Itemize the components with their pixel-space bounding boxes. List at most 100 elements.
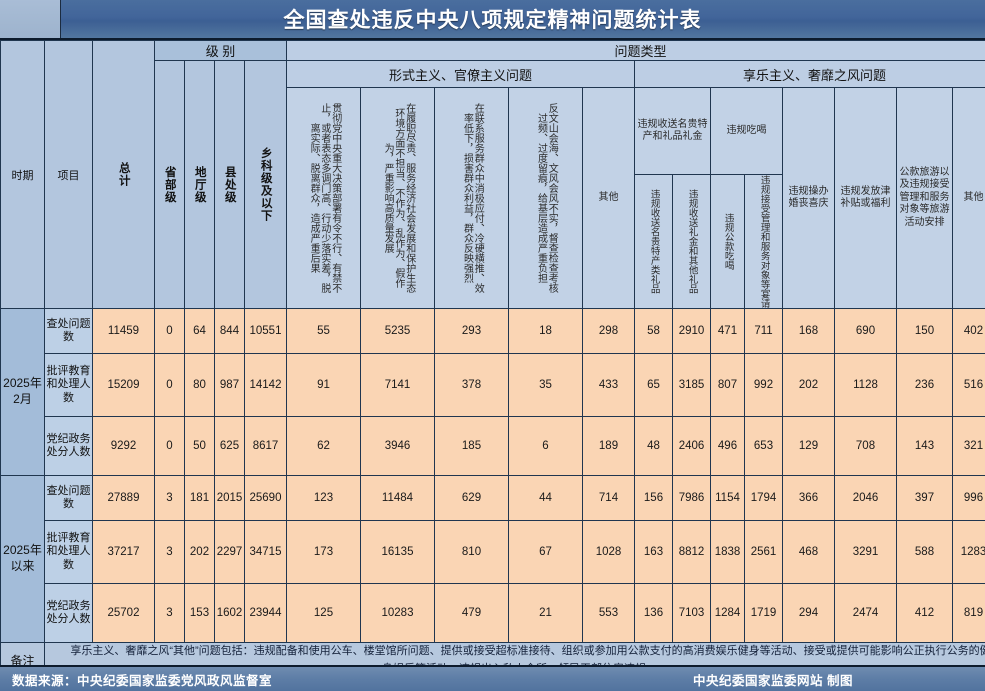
cell-hedonism-3: 1719: [744, 583, 783, 643]
row-item-label: 党纪政务处分人数: [44, 416, 93, 476]
cell-total: 37217: [92, 520, 155, 584]
cell-level-1: 202: [184, 520, 215, 584]
cell-level-3: 14142: [244, 353, 287, 417]
title-bar: 全国查处违反中央八项规定精神问题统计表: [0, 0, 985, 40]
header-level-diting: 地厅级: [184, 60, 215, 309]
cell-hedonism-5: 3291: [834, 520, 897, 584]
cell-level-0: 3: [154, 475, 185, 521]
header-hedonism-public-dining: 违规公款吃喝: [710, 174, 745, 309]
cell-hedonism-5: 2474: [834, 583, 897, 643]
cell-hedonism-7: 819: [952, 583, 985, 643]
cell-hedonism-3: 992: [744, 353, 783, 417]
header-row-leaf: 违规收送名贵特产类礼品 违规收送礼金和其他礼品 违规公款吃喝 违规接受管理和服务…: [1, 174, 985, 309]
cell-hedonism-5: 2046: [834, 475, 897, 521]
header-hedonism-public-dining-text: 违规公款吃喝: [722, 213, 734, 270]
cell-hedonism-6: 397: [896, 475, 953, 521]
header-row-top: 时期 项目 总计 级 别 问题类型: [0, 40, 985, 309]
cell-hedonism-5: 690: [834, 308, 897, 354]
row-item-label: 批评教育和处理人数: [44, 353, 93, 417]
cell-hedonism-7: 516: [952, 353, 985, 417]
cell-formalism-2: 810: [434, 520, 509, 584]
footer-bar: 数据来源：中央纪委国家监委党风政风监督室 中央纪委国家监委网站 制图: [0, 665, 985, 691]
cell-hedonism-6: 236: [896, 353, 953, 417]
header-hedonism-travel-text: 公款旅游以及违规接受管理和服务对象等旅游活动安排: [899, 166, 950, 228]
cell-formalism-3: 18: [508, 308, 583, 354]
table-row: 2025年以来 查处问题数 27889 3 181 2015 25690 123…: [0, 475, 985, 643]
header-hedonism-gift-specialty: 违规收送名贵特产类礼品: [634, 174, 673, 309]
cell-hedonism-7: 402: [952, 308, 985, 354]
cell-formalism-1: 3946: [360, 416, 435, 476]
chart-maker-text: 中央纪委国家监委网站 制图: [693, 673, 853, 688]
header-period: 时期: [0, 40, 45, 309]
row-item-label: 党纪政务处分人数: [44, 583, 93, 643]
note-text: 享乐主义、奢靡之风“其他”问题包括：违规配备和使用公车、楼堂馆所问题、提供或接受…: [44, 641, 985, 665]
cell-hedonism-6: 588: [896, 520, 953, 584]
cell-level-1: 181: [184, 475, 215, 521]
cell-formalism-2: 629: [434, 475, 509, 521]
header-hedonism-other-text: 其他: [963, 191, 984, 203]
cell-level-3: 34715: [244, 520, 287, 584]
cell-total: 27889: [92, 475, 155, 521]
table-container: 时期 项目 总计 级 别 问题类型 省部级 地厅级 县处级 乡科级及以下 形式主…: [0, 40, 985, 665]
note-label: 备注: [0, 641, 45, 665]
cell-level-0: 3: [154, 520, 185, 584]
cell-hedonism-0: 48: [634, 416, 673, 476]
header-hedonism-weddings-text: 违规操办婚丧喜庆: [788, 185, 829, 210]
cell-formalism-3: 67: [508, 520, 583, 584]
table-row: 党纪政务处分人数 25702 3 153 1602 23944 125 1028…: [1, 583, 985, 643]
period-label-1: 2025年以来: [0, 475, 45, 643]
cell-level-0: 0: [154, 416, 185, 476]
header-hedonism-gift-specialty-text: 违规收送名贵特产类礼品: [648, 189, 660, 294]
cell-formalism-4: 298: [582, 308, 635, 354]
header-hedonism-group-gifts: 违规收送名贵特产和礼品礼金: [634, 87, 711, 175]
cell-hedonism-3: 1794: [744, 475, 783, 521]
cell-hedonism-1: 7986: [672, 475, 711, 521]
table-row: 批评教育和处理人数 37217 3 202 2297 34715 173 161…: [1, 520, 985, 584]
header-formalism-col-1: 贯彻党中央重大决策部署有令不行、有禁不止，或者表态多调门高、行动少落实差，脱离实…: [286, 87, 361, 309]
period-label-0: 2025年2月: [0, 308, 45, 476]
cell-hedonism-0: 136: [634, 583, 673, 643]
header-hedonism-weddings: 违规操办婚丧喜庆: [782, 87, 835, 309]
cell-hedonism-7: 321: [952, 416, 985, 476]
note-row: 备注 享乐主义、奢靡之风“其他”问题包括：违规配备和使用公车、楼堂馆所问题、提供…: [0, 641, 985, 665]
header-formalism-col-1-text: 贯彻党中央重大决策部署有令不行、有禁不止，或者表态多调门高、行动少落实差，脱离实…: [308, 103, 341, 293]
table-row: 党纪政务处分人数 9292 0 50 625 8617 62 3946 185 …: [1, 416, 985, 476]
cell-hedonism-2: 471: [710, 308, 745, 354]
header-level-sheng: 省部级: [154, 60, 185, 309]
cell-level-1: 50: [184, 416, 215, 476]
header-level-xianchu: 县处级: [214, 60, 245, 309]
header-hedonism-gift-money-text: 违规收送礼金和其他礼品: [686, 189, 698, 294]
cell-formalism-0: 62: [286, 416, 361, 476]
cell-level-0: 0: [154, 353, 185, 417]
cell-level-1: 80: [184, 353, 215, 417]
row-item-label: 查处问题数: [44, 308, 93, 354]
header-hedonism-group-dining-text: 违规吃喝: [726, 124, 767, 136]
header-total-text: 总计: [117, 162, 130, 187]
cell-level-1: 64: [184, 308, 215, 354]
cell-hedonism-3: 653: [744, 416, 783, 476]
statistics-table: 时期 项目 总计 级 别 问题类型 省部级 地厅级 县处级 乡科级及以下 形式主…: [0, 40, 985, 665]
cell-formalism-0: 125: [286, 583, 361, 643]
header-level-diting-text: 地厅级: [193, 165, 206, 204]
cell-formalism-0: 91: [286, 353, 361, 417]
cell-formalism-4: 433: [582, 353, 635, 417]
cell-hedonism-6: 412: [896, 583, 953, 643]
cell-hedonism-0: 163: [634, 520, 673, 584]
cell-total: 9292: [92, 416, 155, 476]
cell-formalism-1: 10283: [360, 583, 435, 643]
cell-hedonism-2: 1838: [710, 520, 745, 584]
cell-formalism-1: 11484: [360, 475, 435, 521]
header-row-subgroups: 贯彻党中央重大决策部署有令不行、有禁不止，或者表态多调门高、行动少落实差，脱离实…: [1, 87, 985, 309]
table-row: 批评教育和处理人数 15209 0 80 987 14142 91 7141 3…: [1, 353, 985, 417]
cell-hedonism-4: 294: [782, 583, 835, 643]
header-level-xianchu-text: 县处级: [223, 165, 236, 204]
cell-formalism-0: 55: [286, 308, 361, 354]
cell-level-2: 987: [214, 353, 245, 417]
cell-formalism-3: 6: [508, 416, 583, 476]
cell-formalism-2: 185: [434, 416, 509, 476]
cell-hedonism-7: 1283: [952, 520, 985, 584]
header-row-groups: 省部级 地厅级 县处级 乡科级及以下 形式主义、官僚主义问题 享乐主义、奢靡之风…: [1, 60, 985, 309]
cell-level-3: 23944: [244, 583, 287, 643]
cell-hedonism-7: 996: [952, 475, 985, 521]
cell-hedonism-1: 2910: [672, 308, 711, 354]
